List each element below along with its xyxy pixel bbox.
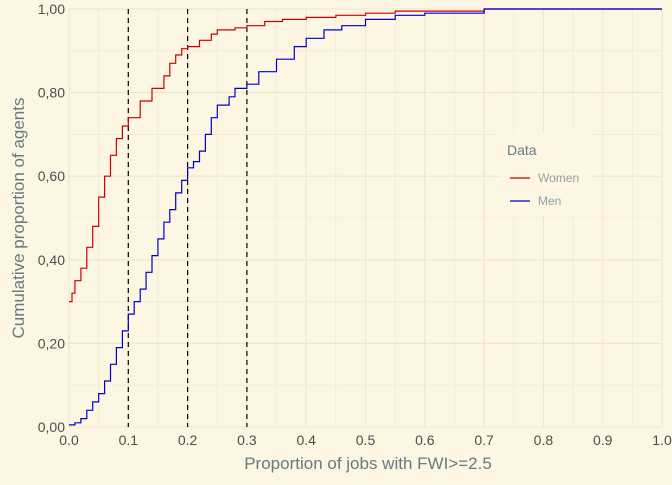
legend-label-women: Women [538, 171, 579, 185]
y-tick-label: 0,80 [38, 85, 65, 101]
x-tick-label: 0.0 [59, 432, 79, 448]
legend-items: Women Men [510, 171, 579, 208]
y-tick-label: 0,60 [38, 168, 65, 184]
x-tick-label: 0.4 [296, 432, 316, 448]
series-line-men [69, 8, 662, 426]
reference-lines [127, 9, 248, 427]
x-tick-label: 0.9 [593, 432, 613, 448]
legend-title: Data [507, 142, 537, 158]
legend-label-men: Men [538, 194, 561, 208]
series-line-women [69, 8, 662, 303]
y-tick-label: 0,20 [38, 335, 65, 351]
x-tick-label: 0.7 [474, 432, 494, 448]
x-tick-label: 0.5 [356, 432, 376, 448]
y-tick-label: 1,00 [38, 1, 65, 17]
series-layer [69, 8, 662, 426]
legend: Data Women Men [500, 132, 590, 216]
x-tick-label: 0.6 [415, 432, 435, 448]
x-axis-title: Proportion of jobs with FWI>=2.5 [244, 454, 492, 473]
x-tick-label: 1.0 [652, 432, 672, 448]
tick-labels: 0.0 0.1 0.2 0.3 0.4 0.5 0.6 0.7 0.8 0.9 1.0 0,00 0,2… [38, 1, 672, 448]
x-tick-label: 0.1 [119, 432, 139, 448]
x-tick-label: 0.3 [237, 432, 257, 448]
y-tick-label: 0,40 [38, 252, 65, 268]
x-tick-label: 0.2 [178, 432, 198, 448]
y-axis-title: Cumulative proportion of agents [9, 98, 28, 339]
y-tick-label: 0,00 [38, 419, 65, 435]
x-tick-label: 0.8 [534, 432, 554, 448]
grid-layer [68, 8, 663, 428]
legend-background [500, 132, 590, 216]
